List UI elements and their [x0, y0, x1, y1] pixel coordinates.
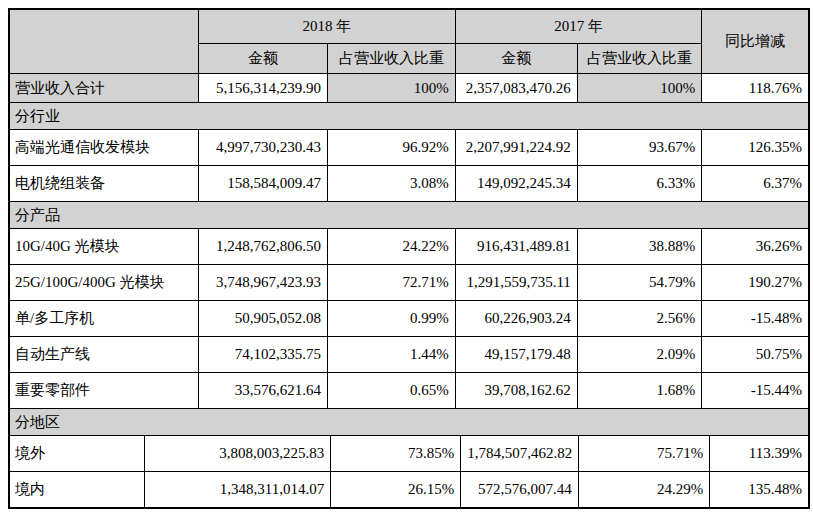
amount-2017-cell: 572,576,007.44 [461, 472, 578, 508]
share-2018-cell: 100% [328, 74, 456, 103]
amount-2017-cell: 1,784,507,462.82 [461, 436, 578, 472]
total-revenue-row: 营业收入合计 5,156,314,239.90 100% 2,357,083,4… [10, 74, 808, 103]
amount-2018-cell: 158,584,009.47 [198, 166, 327, 202]
row-label-cell: 高端光通信收发模块 [10, 130, 198, 166]
share-2017-cell: 54.79% [577, 265, 701, 301]
yoy-cell: -15.48% [702, 301, 808, 337]
share-2017-cell: 100% [577, 74, 701, 103]
row-label-cell: 境内 [10, 472, 144, 508]
amount-2017-cell: 2,207,991,224.92 [455, 130, 577, 166]
amount-2018-cell: 3,808,003,225.83 [144, 436, 331, 472]
share-2018-cell: 26.15% [331, 472, 461, 508]
amount-2017-cell: 916,431,489.81 [455, 229, 577, 265]
yoy-cell: 190.27% [702, 265, 808, 301]
share-2018-cell: 72.71% [328, 265, 456, 301]
table-row-industry-1: 电机绕组装备 158,584,009.47 3.08% 149,092,245.… [10, 166, 808, 202]
amount-2018-cell: 33,576,621.64 [198, 373, 327, 409]
amount-2017-cell: 60,226,903.24 [455, 301, 577, 337]
revenue-breakdown-table: 2018 年 2017 年 同比增减 金额 占营业收入比重 金额 占营业收入比重… [8, 8, 810, 509]
share-2018-cell: 1.44% [328, 337, 456, 373]
yoy-cell: 126.35% [702, 130, 808, 166]
yoy-cell: 36.26% [702, 229, 808, 265]
yoy-cell: 135.48% [710, 472, 808, 508]
share-2017-cell: 24.29% [578, 472, 710, 508]
amount-2017-cell: 2,357,083,470.26 [455, 74, 577, 103]
amount-2018-cell: 74,102,335.75 [198, 337, 327, 373]
row-label-cell: 单/多工序机 [10, 301, 198, 337]
revenue-table-region: 分地区 境外 3,808,003,225.83 73.85% 1,784,507… [10, 409, 808, 507]
table-row-region-0: 境外 3,808,003,225.83 73.85% 1,784,507,462… [10, 436, 808, 472]
share-2018-cell: 3.08% [328, 166, 456, 202]
header-row-years: 2018 年 2017 年 同比增减 [10, 10, 808, 44]
row-label-cell: 自动生产线 [10, 337, 198, 373]
yoy-cell: 118.76% [702, 74, 808, 103]
amount-2018-cell: 50,905,052.08 [198, 301, 327, 337]
share-2017-cell: 6.33% [577, 166, 701, 202]
amount-2017-cell: 1,291,559,735.11 [455, 265, 577, 301]
share-2018-cell: 96.92% [328, 130, 456, 166]
yoy-cell: 50.75% [702, 337, 808, 373]
section-label: 分行业 [10, 103, 808, 130]
share-2018-cell: 73.85% [331, 436, 461, 472]
amount-2017-cell: 49,157,179.48 [455, 337, 577, 373]
row-label-cell: 25G/100G/400G 光模块 [10, 265, 198, 301]
corner-cell [10, 10, 198, 74]
yoy-header: 同比增减 [702, 10, 808, 74]
table-row-product-2: 单/多工序机 50,905,052.08 0.99% 60,226,903.24… [10, 301, 808, 337]
share-2017-cell: 75.71% [578, 436, 710, 472]
revenue-table-main: 2018 年 2017 年 同比增减 金额 占营业收入比重 金额 占营业收入比重… [10, 10, 808, 409]
table-row-product-4: 重要零部件 33,576,621.64 0.65% 39,708,162.62 … [10, 373, 808, 409]
share-2017-header: 占营业收入比重 [577, 44, 701, 74]
table-row-product-0: 10G/40G 光模块 1,248,762,806.50 24.22% 916,… [10, 229, 808, 265]
row-label-cell: 营业收入合计 [10, 74, 198, 103]
table-row-industry-0: 高端光通信收发模块 4,997,730,230.43 96.92% 2,207,… [10, 130, 808, 166]
row-label-cell: 重要零部件 [10, 373, 198, 409]
share-2017-cell: 38.88% [577, 229, 701, 265]
section-row-product: 分产品 [10, 202, 808, 229]
table-row-product-3: 自动生产线 74,102,335.75 1.44% 49,157,179.48 … [10, 337, 808, 373]
year-2018-header: 2018 年 [198, 10, 455, 44]
section-row-industry: 分行业 [10, 103, 808, 130]
share-2017-cell: 2.09% [577, 337, 701, 373]
share-2017-cell: 1.68% [577, 373, 701, 409]
share-2018-header: 占营业收入比重 [328, 44, 456, 74]
row-label-cell: 10G/40G 光模块 [10, 229, 198, 265]
share-2018-cell: 0.65% [328, 373, 456, 409]
row-label-cell: 境外 [10, 436, 144, 472]
table-row-product-1: 25G/100G/400G 光模块 3,748,967,423.93 72.71… [10, 265, 808, 301]
amount-2017-header: 金额 [455, 44, 577, 74]
amount-2018-cell: 4,997,730,230.43 [198, 130, 327, 166]
amount-2018-cell: 1,348,311,014.07 [144, 472, 331, 508]
yoy-cell: 6.37% [702, 166, 808, 202]
amount-2017-cell: 39,708,162.62 [455, 373, 577, 409]
yoy-cell: -15.44% [702, 373, 808, 409]
year-2017-header: 2017 年 [455, 10, 702, 44]
share-2018-cell: 24.22% [328, 229, 456, 265]
section-row-region: 分地区 [10, 409, 808, 436]
amount-2017-cell: 149,092,245.34 [455, 166, 577, 202]
amount-2018-cell: 5,156,314,239.90 [198, 74, 327, 103]
amount-2018-cell: 3,748,967,423.93 [198, 265, 327, 301]
table-row-region-1: 境内 1,348,311,014.07 26.15% 572,576,007.4… [10, 472, 808, 508]
section-label: 分地区 [10, 409, 808, 436]
row-label-cell: 电机绕组装备 [10, 166, 198, 202]
share-2017-cell: 93.67% [577, 130, 701, 166]
share-2017-cell: 2.56% [577, 301, 701, 337]
share-2018-cell: 0.99% [328, 301, 456, 337]
section-label: 分产品 [10, 202, 808, 229]
amount-2018-cell: 1,248,762,806.50 [198, 229, 327, 265]
amount-2018-header: 金额 [198, 44, 327, 74]
yoy-cell: 113.39% [710, 436, 808, 472]
